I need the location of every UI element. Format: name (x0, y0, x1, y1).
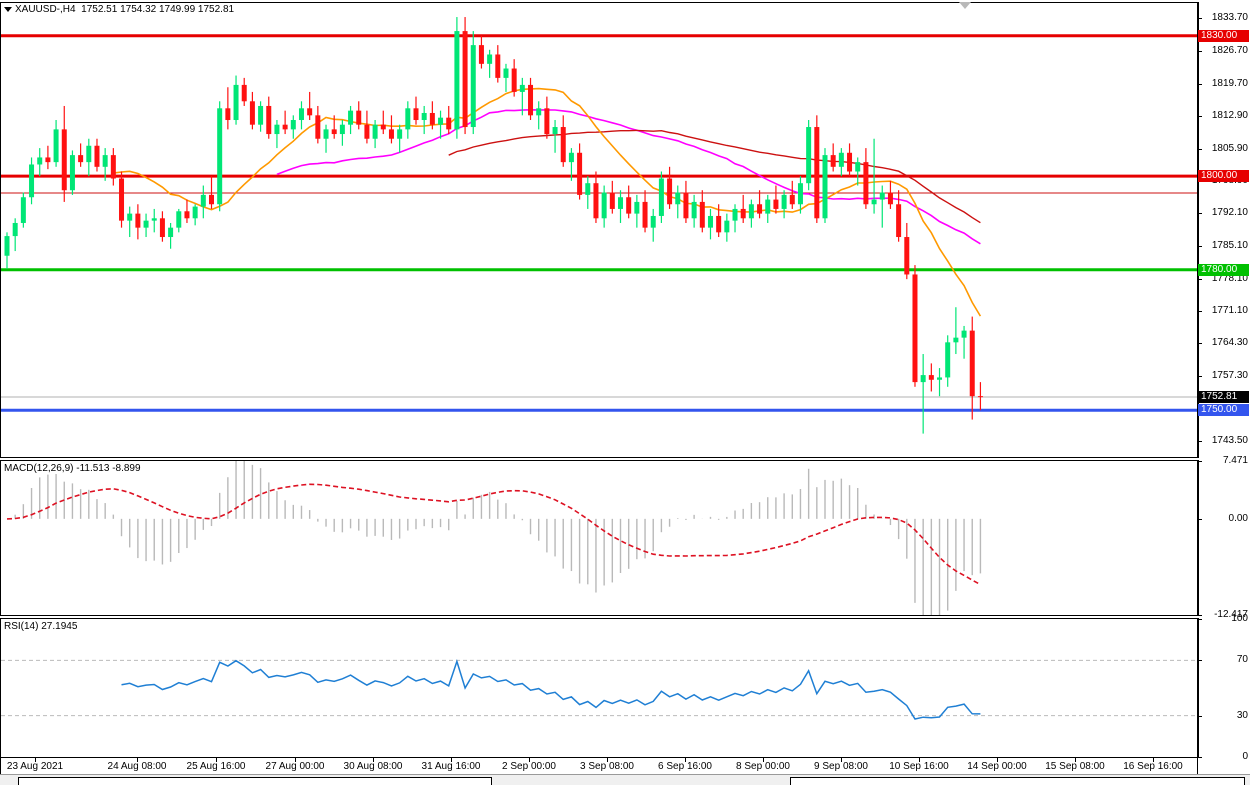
price-tick (1198, 83, 1202, 85)
time-tick-label: 25 Aug 16:00 (186, 761, 246, 772)
symbol-label: XAUUSD-,H4 (15, 4, 76, 15)
rsi-tick-label: 100 (1231, 613, 1248, 624)
time-tick (451, 758, 452, 762)
price-svg (1, 17, 1197, 434)
time-tick-label: 14 Sep 00:00 (967, 761, 1027, 772)
time-tick-label: 2 Sep 00:00 (502, 761, 556, 772)
time-tick (529, 758, 530, 762)
taskbar-tab[interactable] (790, 777, 1245, 785)
price-tick (1198, 278, 1202, 280)
price-tick-label: 1757.30 (1211, 370, 1248, 382)
time-tick (295, 758, 296, 762)
price-tick (1198, 18, 1202, 20)
macd-tick-label: 7.471 (1222, 455, 1248, 466)
price-tick (1198, 213, 1202, 215)
triangle-down-icon[interactable] (4, 6, 12, 12)
price-tick-label: 1785.10 (1211, 239, 1248, 251)
rsi-plot-area[interactable] (1, 619, 1197, 757)
time-tick-label: 16 Sep 16:00 (1123, 761, 1183, 772)
time-tick (1075, 758, 1076, 762)
rsi-tick (1198, 660, 1202, 662)
rsi-svg (1, 659, 1197, 720)
macd-legend: MACD(12,26,9) -11.513 -8.899 (3, 463, 142, 474)
time-tick-label: 23 Aug 2021 (6, 761, 64, 772)
resistance-1800-tag[interactable]: 1800.00 (1198, 170, 1249, 183)
window-taskbar[interactable] (0, 774, 1250, 785)
time-tick (1153, 758, 1154, 762)
macd-tick (1198, 518, 1202, 520)
time-tick (137, 758, 138, 762)
macd-plot-area[interactable] (1, 461, 1197, 615)
macd-tick-label: -12.417 (1214, 609, 1248, 620)
symbol-legend: XAUUSD-,H4 1752.51 1754.32 1749.99 1752.… (3, 4, 236, 15)
time-tick (841, 758, 842, 762)
price-tick-label: 1812.90 (1211, 109, 1248, 121)
macd-panel[interactable] (0, 460, 1198, 616)
price-tick-label: 1764.30 (1211, 337, 1248, 349)
rsi-tick-label: 70 (1236, 654, 1248, 666)
time-tick-label: 31 Aug 16:00 (421, 761, 481, 772)
price-tick-label: 1792.10 (1211, 207, 1248, 219)
macd-tick-label: 0.00 (1228, 512, 1248, 524)
macd-axis[interactable]: 7.471 0.00 -12.417 (1198, 456, 1250, 620)
time-tick-label: 3 Sep 08:00 (580, 761, 634, 772)
price-tick-label: 1805.90 (1211, 142, 1248, 154)
time-tick (607, 758, 608, 762)
time-tick (35, 758, 36, 762)
price-tick (1198, 440, 1202, 442)
time-tick (216, 758, 217, 762)
support-1780-tag[interactable]: 1780.00 (1198, 263, 1249, 276)
price-tick (1198, 376, 1202, 378)
macd-tick (1198, 461, 1202, 462)
time-tick-label: 30 Aug 08:00 (343, 761, 403, 772)
price-tick-label: 1771.10 (1211, 305, 1248, 317)
price-tick (1198, 148, 1202, 150)
time-tick-label: 27 Aug 00:00 (265, 761, 325, 772)
price-tick-label: 1826.70 (1211, 45, 1248, 57)
chart-marker-icon[interactable] (959, 2, 971, 9)
target-1750-tag[interactable]: 1750.00 (1198, 404, 1249, 417)
price-tick-label: 1778.10 (1211, 272, 1248, 284)
rsi-tick (1198, 757, 1202, 758)
price-tick (1198, 51, 1202, 53)
taskbar-tab[interactable] (518, 777, 773, 785)
time-tick-label: 6 Sep 16:00 (658, 761, 712, 772)
price-tick (1198, 115, 1202, 117)
price-chart-panel[interactable] (0, 2, 1198, 458)
price-tick (1198, 311, 1202, 313)
price-tick-label: 1819.70 (1211, 77, 1248, 89)
price-axis[interactable]: 1833.701826.701819.701812.901805.901798.… (1198, 2, 1250, 458)
rsi-panel[interactable] (0, 618, 1198, 758)
time-tick-label: 9 Sep 08:00 (814, 761, 868, 772)
current-price-tag[interactable]: 1752.81 (1198, 391, 1249, 404)
price-tick-label: 1743.50 (1211, 434, 1248, 446)
time-tick (373, 758, 374, 762)
rsi-axis[interactable]: 100 70 30 0 (1198, 614, 1250, 762)
macd-svg (6, 461, 982, 615)
macd-tick (1198, 615, 1202, 616)
time-tick (919, 758, 920, 762)
price-tick (1198, 343, 1202, 345)
rsi-tick (1198, 619, 1202, 620)
rsi-tick (1198, 715, 1202, 717)
rsi-legend: RSI(14) 27.1945 (3, 621, 79, 632)
time-tick-label: 8 Sep 00:00 (736, 761, 790, 772)
rsi-tick-label: 0 (1242, 751, 1248, 762)
rsi-tick-label: 30 (1236, 709, 1248, 721)
taskbar-tab[interactable] (18, 777, 492, 785)
ohlc-values: 1752.51 1754.32 1749.99 1752.81 (81, 4, 235, 15)
time-tick (997, 758, 998, 762)
time-tick (763, 758, 764, 762)
price-tick-label: 1833.70 (1211, 12, 1248, 24)
time-tick-label: 24 Aug 08:00 (107, 761, 167, 772)
time-tick-label: 15 Sep 08:00 (1045, 761, 1105, 772)
time-tick-label: 10 Sep 16:00 (889, 761, 949, 772)
time-tick (685, 758, 686, 762)
resistance-1830-tag[interactable]: 1830.00 (1198, 29, 1249, 42)
price-tick (1198, 245, 1202, 247)
price-plot-area[interactable] (1, 3, 1197, 457)
